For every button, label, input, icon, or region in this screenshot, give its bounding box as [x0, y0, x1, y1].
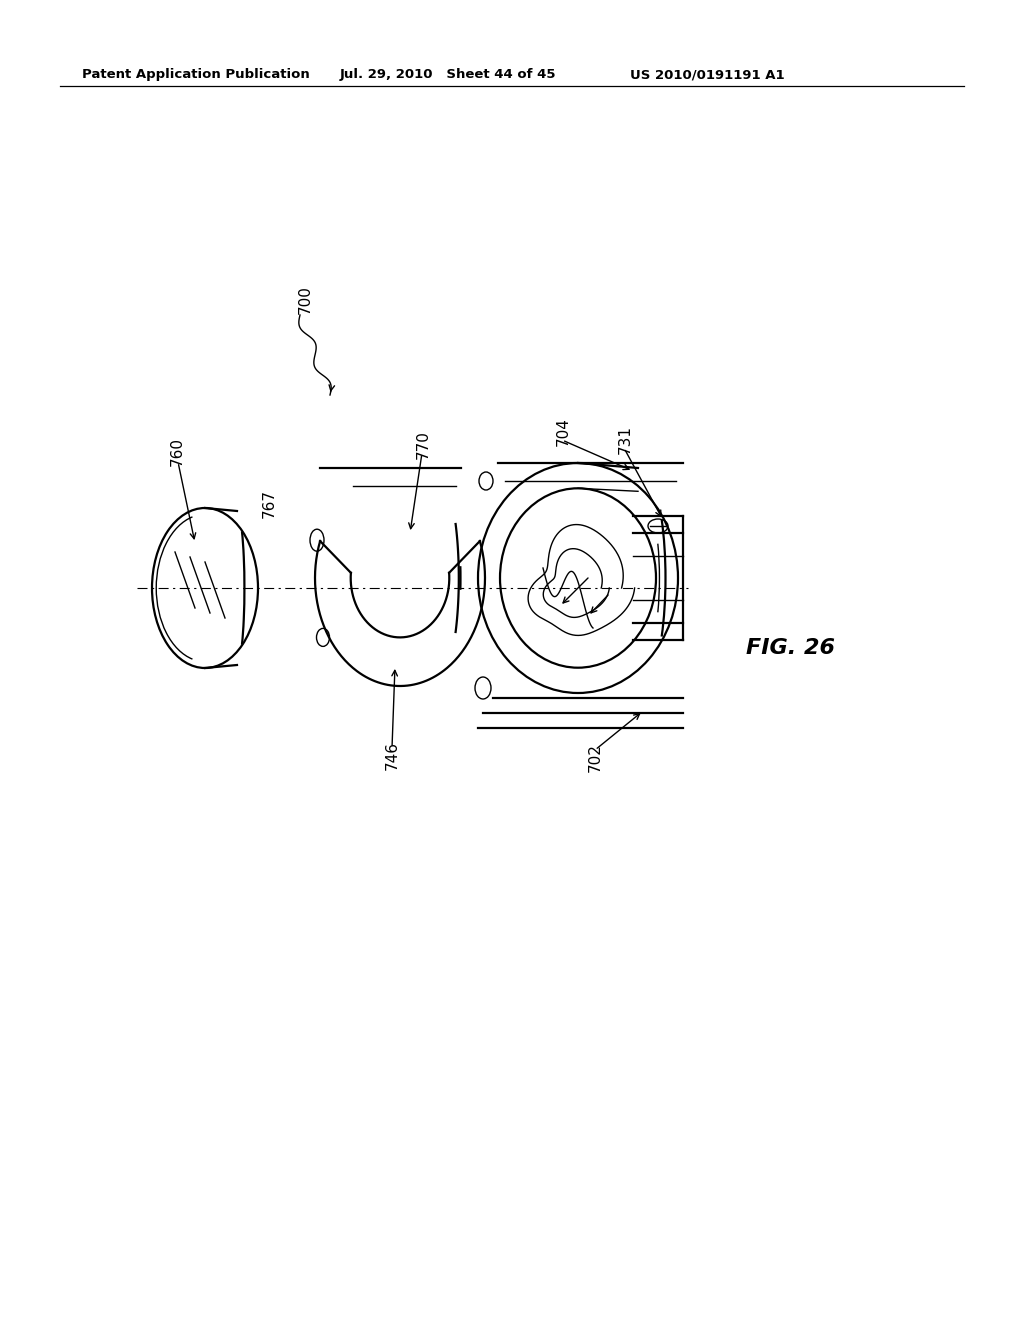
Text: 702: 702 — [588, 743, 603, 772]
Text: 770: 770 — [416, 430, 431, 459]
Text: 700: 700 — [298, 285, 313, 314]
Text: 746: 746 — [385, 741, 400, 770]
Text: 760: 760 — [170, 437, 185, 466]
Text: FIG. 26: FIG. 26 — [745, 638, 835, 657]
Text: 731: 731 — [618, 425, 633, 454]
Text: US 2010/0191191 A1: US 2010/0191191 A1 — [630, 69, 784, 81]
Text: Jul. 29, 2010   Sheet 44 of 45: Jul. 29, 2010 Sheet 44 of 45 — [340, 69, 556, 81]
Text: Patent Application Publication: Patent Application Publication — [82, 69, 309, 81]
Text: 704: 704 — [556, 417, 571, 446]
Text: 767: 767 — [262, 488, 278, 517]
